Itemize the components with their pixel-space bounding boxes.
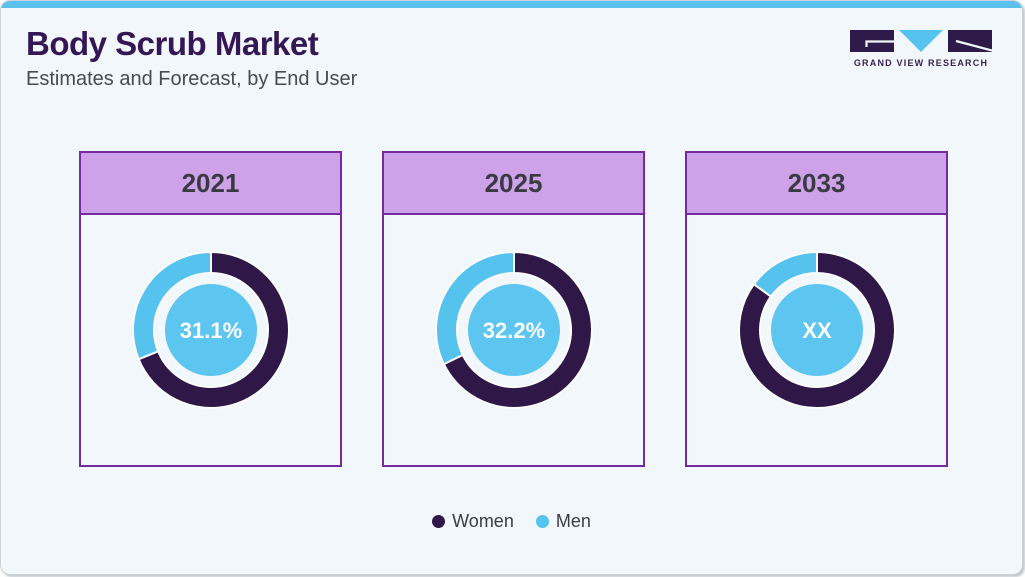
card-year-label: 2021 [81, 153, 340, 215]
card-2021: 2021 31.1% [79, 151, 342, 467]
chart-legend: Women Men [1, 511, 1022, 532]
men-segment [434, 250, 515, 366]
donut-center-label: 32.2% [482, 318, 544, 343]
card-2033: 2033 XX [685, 151, 948, 467]
donut-chart-2033: XX [737, 250, 896, 409]
legend-item-women: Women [432, 511, 514, 532]
donut-center-label: 31.1% [179, 318, 241, 343]
men-segment [752, 250, 818, 298]
legend-item-men: Men [535, 511, 591, 532]
women-legend-dot-icon [432, 515, 446, 528]
card-chart-area: XX [687, 215, 946, 465]
men-segment [131, 250, 212, 361]
top-accent-stripe [1, 1, 1022, 8]
card-year-label: 2025 [384, 153, 643, 215]
men-legend-dot-icon [535, 515, 549, 528]
women-segment [737, 250, 896, 409]
donut-chart-2025: 32.2% [434, 250, 593, 409]
legend-label: Men [555, 511, 591, 531]
page-subtitle: Estimates and Forecast, by End User [26, 67, 358, 90]
donut-cards-row: 2021 31.1% 2025 32.2% 2033 XX [79, 151, 948, 467]
donut-center-circle [467, 284, 560, 376]
brand-logo: GRAND VIEW RESEARCH [850, 30, 992, 68]
women-segment [136, 250, 290, 409]
card-2025: 2025 32.2% [382, 151, 645, 467]
donut-center-circle [770, 284, 863, 376]
page-title: Body Scrub Market [26, 25, 319, 62]
brand-logo-text: GRAND VIEW RESEARCH [853, 58, 989, 68]
grand-view-research-logo-icon [850, 30, 992, 52]
donut-center-circle [164, 284, 257, 376]
card-chart-area: 31.1% [81, 215, 340, 465]
card-chart-area: 32.2% [384, 215, 643, 465]
card-year-label: 2033 [687, 153, 946, 215]
legend-label: Women [452, 511, 514, 531]
women-segment [442, 250, 593, 409]
donut-center-label: XX [802, 318, 832, 343]
page-header: Body Scrub Market Estimates and Forecast… [26, 25, 358, 91]
donut-chart-2021: 31.1% [131, 250, 290, 409]
